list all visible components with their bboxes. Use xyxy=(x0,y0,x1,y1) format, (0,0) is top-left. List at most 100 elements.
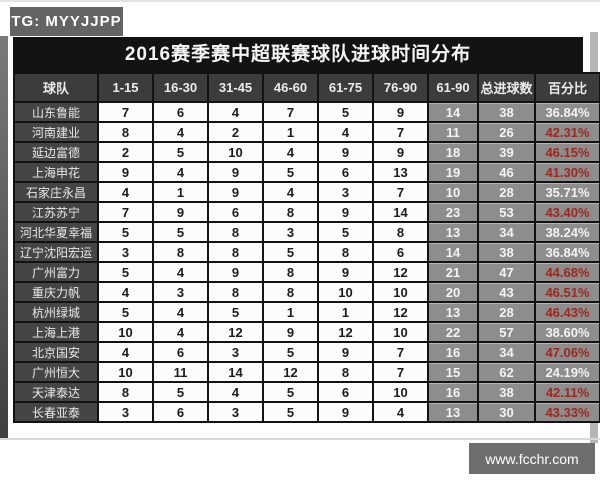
column-header: 百分比 xyxy=(534,72,600,103)
period-goals-cell: 3 xyxy=(262,221,319,243)
table-row: 上海申花 9 4 9 5 6 13 19 46 41.30% xyxy=(13,161,600,183)
team-name-cell: 山东鲁能 xyxy=(13,101,99,123)
period-goals-cell: 4 xyxy=(97,181,154,203)
column-header: 46-60 xyxy=(262,72,319,103)
period-goals-cell: 10 xyxy=(207,141,264,163)
period-goals-cell: 4 xyxy=(152,321,209,343)
late-goals-cell: 13 xyxy=(427,301,479,323)
period-goals-cell: 10 xyxy=(372,321,429,343)
table-row: 石家庄永昌 4 1 9 4 3 7 10 28 35.71% xyxy=(13,181,600,203)
period-goals-cell: 3 xyxy=(97,241,154,263)
period-goals-cell: 12 xyxy=(372,261,429,283)
period-goals-cell: 5 xyxy=(97,301,154,323)
team-name-cell: 河北华夏幸福 xyxy=(13,221,99,243)
period-goals-cell: 8 xyxy=(262,201,319,223)
column-header: 31-45 xyxy=(207,72,264,103)
period-goals-cell: 8 xyxy=(207,241,264,263)
period-goals-cell: 4 xyxy=(317,121,374,143)
period-goals-cell: 8 xyxy=(317,241,374,263)
percentage-cell: 43.40% xyxy=(534,201,600,223)
period-goals-cell: 9 xyxy=(372,101,429,123)
team-name-cell: 杭州绿城 xyxy=(13,301,99,323)
late-goals-cell: 11 xyxy=(427,121,479,143)
percentage-cell: 38.24% xyxy=(534,221,600,243)
percentage-cell: 46.51% xyxy=(534,281,600,303)
period-goals-cell: 9 xyxy=(372,141,429,163)
table-row: 杭州绿城 5 4 5 1 1 12 13 28 46.43% xyxy=(13,301,600,323)
period-goals-cell: 4 xyxy=(152,121,209,143)
team-name-cell: 广州富力 xyxy=(13,261,99,283)
period-goals-cell: 9 xyxy=(207,161,264,183)
period-goals-cell: 7 xyxy=(97,201,154,223)
photo-edge-bottom xyxy=(0,438,600,440)
period-goals-cell: 10 xyxy=(317,281,374,303)
period-goals-cell: 10 xyxy=(97,361,154,383)
late-goals-cell: 20 xyxy=(427,281,479,303)
period-goals-cell: 9 xyxy=(207,181,264,203)
total-goals-cell: 47 xyxy=(477,261,536,283)
period-goals-cell: 4 xyxy=(262,141,319,163)
period-goals-cell: 7 xyxy=(372,361,429,383)
percentage-cell: 44.68% xyxy=(534,261,600,283)
total-goals-cell: 28 xyxy=(477,301,536,323)
period-goals-cell: 1 xyxy=(262,301,319,323)
period-goals-cell: 6 xyxy=(152,401,209,423)
total-goals-cell: 38 xyxy=(477,241,536,263)
period-goals-cell: 13 xyxy=(372,161,429,183)
site-watermark-text: www.fcchr.com xyxy=(485,450,579,467)
period-goals-cell: 12 xyxy=(317,321,374,343)
period-goals-cell: 5 xyxy=(152,141,209,163)
period-goals-cell: 5 xyxy=(262,381,319,403)
period-goals-cell: 11 xyxy=(152,361,209,383)
period-goals-cell: 1 xyxy=(262,121,319,143)
late-goals-cell: 22 xyxy=(427,321,479,343)
team-name-cell: 上海申花 xyxy=(13,161,99,183)
period-goals-cell: 1 xyxy=(152,181,209,203)
table-row: 广州富力 5 4 9 8 9 12 21 47 44.68% xyxy=(13,261,600,283)
total-goals-cell: 38 xyxy=(477,381,536,403)
team-name-cell: 长春亚泰 xyxy=(13,401,99,423)
percentage-cell: 43.33% xyxy=(534,401,600,423)
period-goals-cell: 8 xyxy=(207,221,264,243)
period-goals-cell: 8 xyxy=(372,221,429,243)
late-goals-cell: 14 xyxy=(427,241,479,263)
period-goals-cell: 3 xyxy=(152,281,209,303)
period-goals-cell: 7 xyxy=(372,181,429,203)
total-goals-cell: 38 xyxy=(477,101,536,123)
period-goals-cell: 8 xyxy=(317,361,374,383)
late-goals-cell: 19 xyxy=(427,161,479,183)
total-goals-cell: 57 xyxy=(477,321,536,343)
percentage-cell: 36.84% xyxy=(534,241,600,263)
period-goals-cell: 5 xyxy=(262,341,319,363)
table-row: 长春亚泰 3 6 3 5 9 4 13 30 43.33% xyxy=(13,401,600,423)
period-goals-cell: 4 xyxy=(207,101,264,123)
period-goals-cell: 10 xyxy=(97,321,154,343)
total-goals-cell: 53 xyxy=(477,201,536,223)
period-goals-cell: 9 xyxy=(317,401,374,423)
period-goals-cell: 14 xyxy=(207,361,264,383)
team-name-cell: 江苏苏宁 xyxy=(13,201,99,223)
period-goals-cell: 8 xyxy=(152,241,209,263)
period-goals-cell: 5 xyxy=(262,161,319,183)
column-header: 61-75 xyxy=(317,72,374,103)
period-goals-cell: 6 xyxy=(152,101,209,123)
period-goals-cell: 5 xyxy=(317,221,374,243)
table-title: 2016赛季赛中超联赛球队进球时间分布 xyxy=(13,37,583,72)
table-row: 广州恒大 10 11 14 12 8 7 15 62 24.19% xyxy=(13,361,600,383)
late-goals-cell: 13 xyxy=(427,221,479,243)
period-goals-cell: 2 xyxy=(97,141,154,163)
period-goals-cell: 5 xyxy=(317,101,374,123)
table-row: 天津泰达 8 5 4 5 6 10 16 38 42.11% xyxy=(13,381,600,403)
team-name-cell: 上海上港 xyxy=(13,321,99,343)
percentage-cell: 42.11% xyxy=(534,381,600,403)
percentage-cell: 41.30% xyxy=(534,161,600,183)
header-row: 球队 1-15 16-30 31-45 46-60 61-75 76-90 61-90 总进球数… xyxy=(13,72,600,103)
team-name-cell: 广州恒大 xyxy=(13,361,99,383)
period-goals-cell: 5 xyxy=(152,381,209,403)
period-goals-cell: 8 xyxy=(97,121,154,143)
table-row: 延边富德 2 5 10 4 9 9 18 39 46.15% xyxy=(13,141,600,163)
period-goals-cell: 8 xyxy=(97,381,154,403)
period-goals-cell: 2 xyxy=(207,121,264,143)
period-goals-cell: 6 xyxy=(317,381,374,403)
period-goals-cell: 4 xyxy=(97,341,154,363)
